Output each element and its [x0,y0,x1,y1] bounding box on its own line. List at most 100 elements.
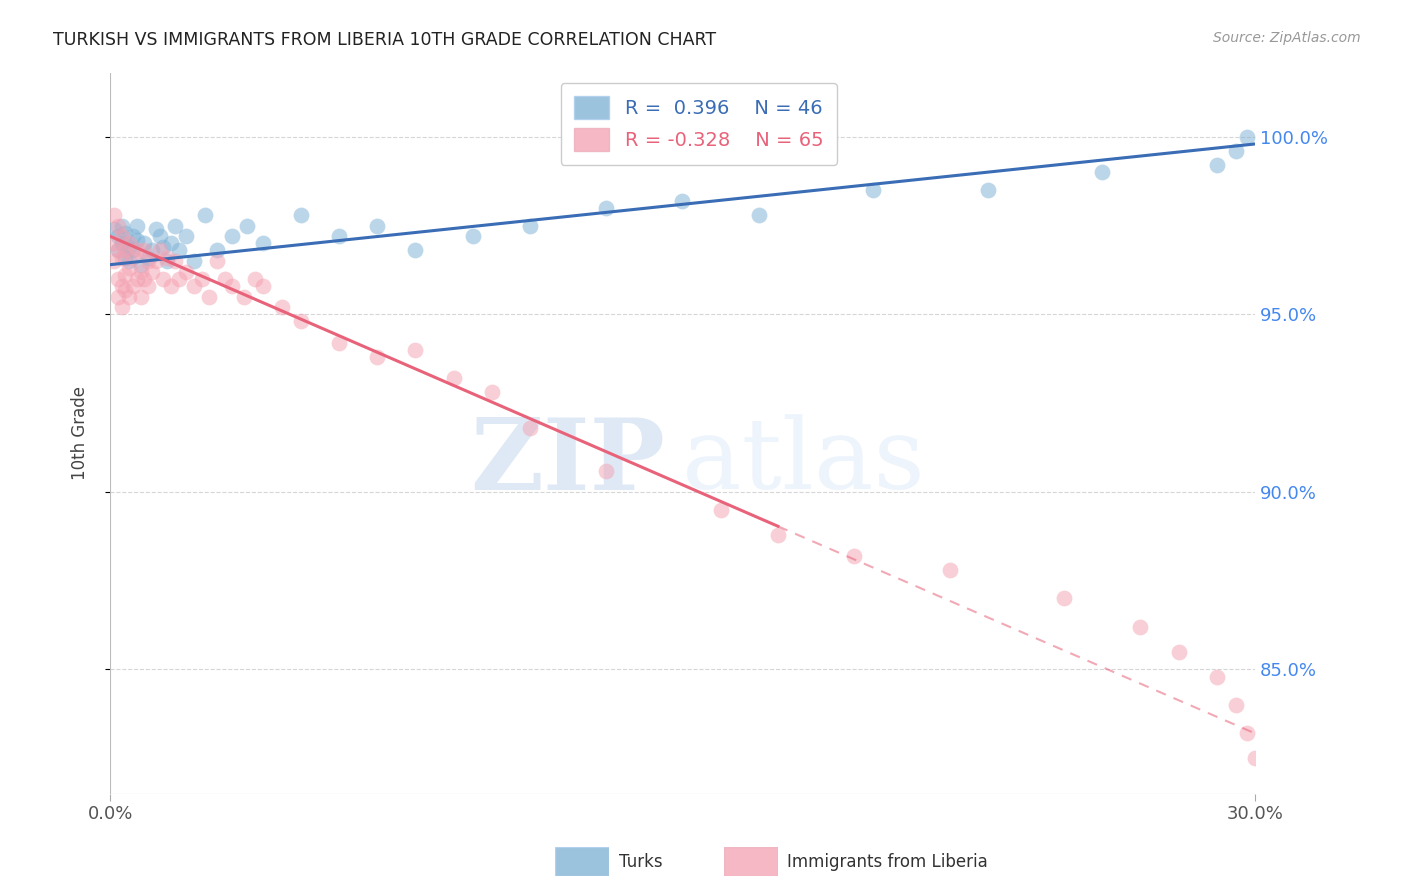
Point [252,279,274,293]
Point [107,244,129,258]
Point [252,236,274,251]
Point [107,244,129,258]
Point [160,236,183,251]
Point [149,229,172,244]
Point [404,244,426,258]
Point [114,268,136,283]
Point [129,290,152,304]
Point [152,240,174,254]
Text: Source: ZipAtlas.com: Source: ZipAtlas.com [1213,31,1361,45]
Text: atlas: atlas [682,414,925,510]
Point [844,549,866,563]
Point [149,244,172,258]
Y-axis label: 10th Grade: 10th Grade [72,386,89,480]
Point [110,251,132,265]
Point [183,254,205,268]
Point [118,290,141,304]
Point [519,219,541,233]
Point [110,219,132,233]
Text: Immigrants from Liberia: Immigrants from Liberia [787,853,988,871]
Point [122,244,145,258]
Point [1205,158,1227,172]
Point [1091,165,1114,179]
Point [134,272,156,286]
Point [290,208,312,222]
Point [134,244,156,258]
Point [595,464,617,478]
Point [118,240,141,254]
Point [136,254,159,268]
Point [1167,645,1189,659]
Point [404,343,426,357]
Text: TURKISH VS IMMIGRANTS FROM LIBERIA 10TH GRADE CORRELATION CHART: TURKISH VS IMMIGRANTS FROM LIBERIA 10TH … [53,31,717,49]
Point [198,290,221,304]
Point [129,258,152,272]
Point [671,194,693,208]
Point [1236,129,1258,144]
Point [748,208,770,222]
Point [145,254,167,268]
Point [221,229,243,244]
Point [107,272,129,286]
Point [103,208,125,222]
Point [167,272,190,286]
Point [118,254,141,268]
Point [205,244,228,258]
Point [122,229,145,244]
Point [114,251,136,265]
Point [366,219,388,233]
Point [977,183,1000,197]
Point [221,279,243,293]
Point [141,244,163,258]
Point [118,261,141,276]
Point [190,272,212,286]
Point [160,279,183,293]
Point [114,244,136,258]
Point [122,279,145,293]
Point [595,201,617,215]
Point [443,371,465,385]
Point [366,350,388,364]
Point [194,208,217,222]
Point [110,279,132,293]
Point [125,219,148,233]
Point [214,272,236,286]
Point [103,236,125,251]
Point [163,254,186,268]
Point [519,421,541,435]
Point [710,502,733,516]
Point [862,183,884,197]
Point [107,229,129,244]
Point [1225,698,1247,712]
Point [122,251,145,265]
Point [232,290,254,304]
Point [167,244,190,258]
Point [136,279,159,293]
Point [125,244,148,258]
Point [110,236,132,251]
Point [103,222,125,236]
Point [328,335,350,350]
Point [136,251,159,265]
Point [938,563,960,577]
Point [176,229,198,244]
Point [110,229,132,244]
Point [176,265,198,279]
Point [205,254,228,268]
Point [118,236,141,251]
Point [243,272,266,286]
Point [114,226,136,240]
Point [125,233,148,247]
Point [1236,726,1258,740]
Point [236,219,259,233]
Point [156,251,179,265]
Point [1053,591,1076,606]
Point [461,229,484,244]
Point [156,254,179,268]
Point [110,301,132,315]
Point [129,265,152,279]
Point [1205,669,1227,683]
Point [152,272,174,286]
Text: Turks: Turks [619,853,662,871]
Point [1225,144,1247,158]
